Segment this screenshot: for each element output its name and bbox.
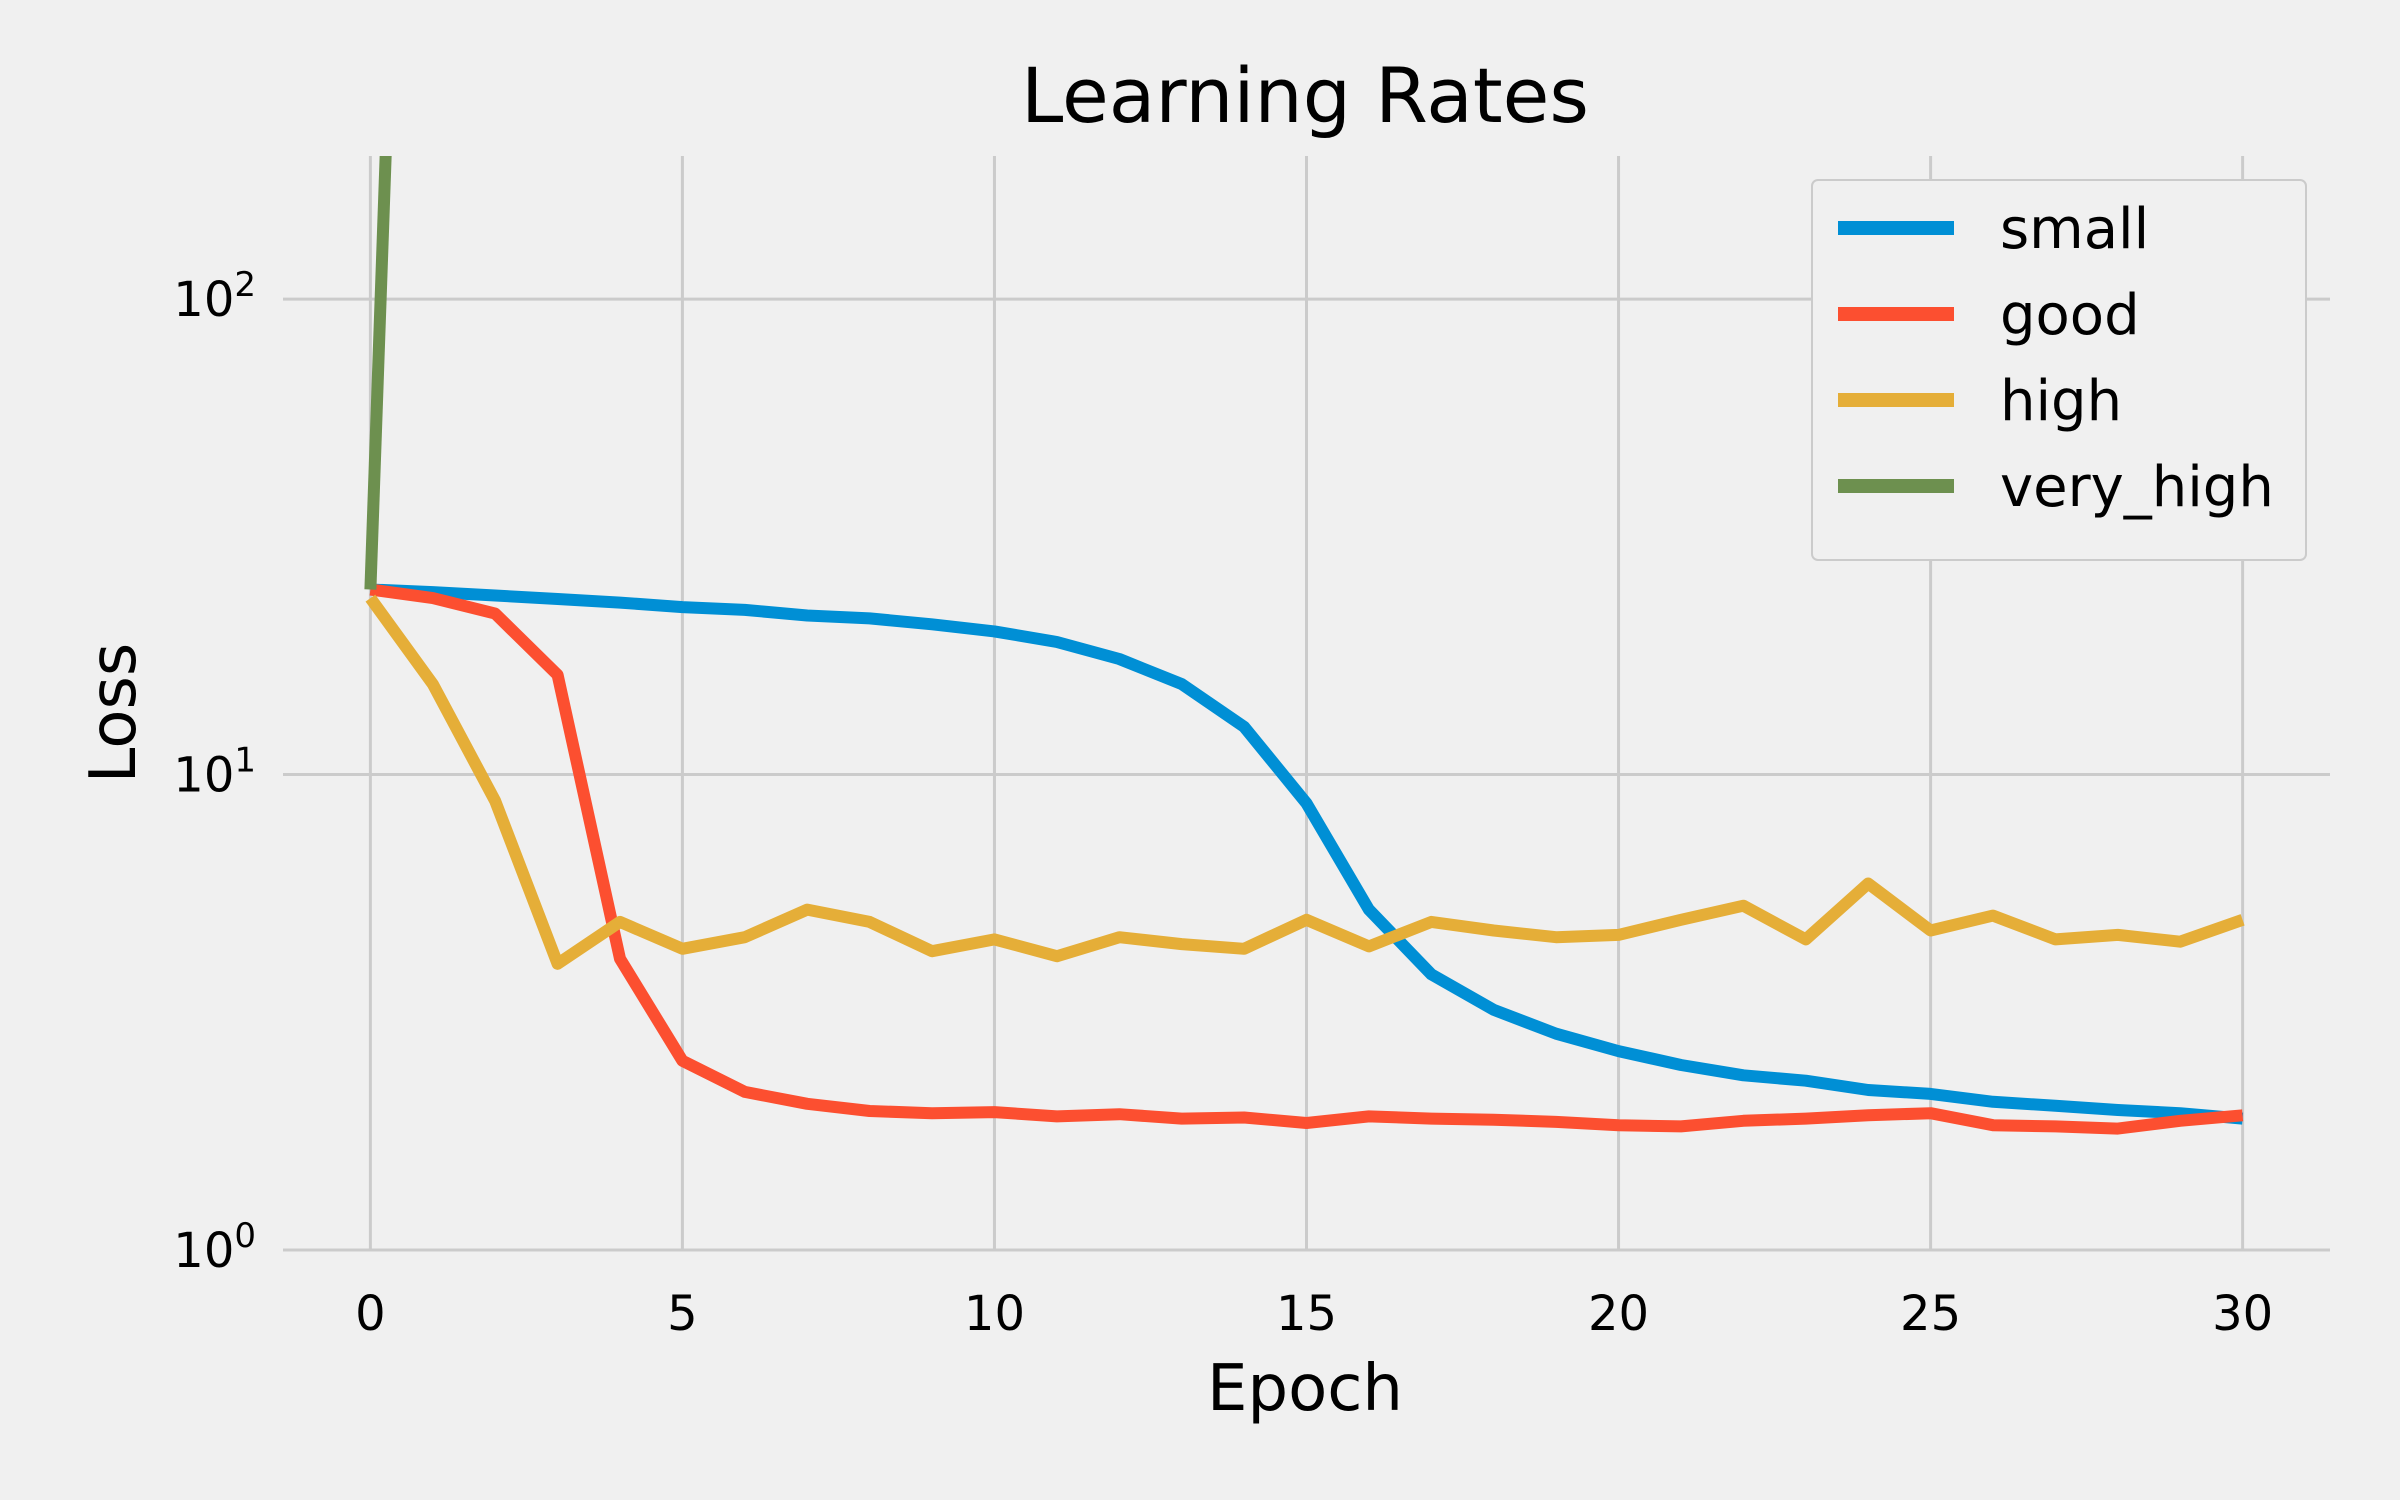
x-tick-label: 10: [964, 1286, 1025, 1342]
legend-frame: [1811, 179, 2307, 561]
tick-labels: 0 5 10 15 20 25 30 100 101 102: [173, 265, 2273, 1342]
x-tick-label: 0: [355, 1286, 386, 1342]
x-tick-label: 25: [1900, 1286, 1961, 1342]
y-tick-label: 101: [173, 741, 256, 804]
legend-label-very-high: very_high: [2000, 455, 2274, 520]
x-tick-label: 5: [667, 1286, 698, 1342]
legend-label-small: small: [2000, 197, 2149, 262]
x-tick-label: 20: [1588, 1286, 1649, 1342]
series-line-good: [369, 583, 2244, 1135]
y-tick-label: 102: [173, 265, 256, 328]
legend-label-good: good: [2000, 283, 2140, 348]
y-tick-label: 100: [173, 1216, 256, 1279]
y-axis-label: Loss: [77, 643, 151, 783]
legend-label-high: high: [2000, 369, 2122, 434]
x-tick-label: 15: [1276, 1286, 1337, 1342]
x-axis-label: Epoch: [1207, 1352, 1403, 1426]
legend: small good high very_high: [1811, 179, 2307, 561]
series-line-very-high: [364, 156, 392, 590]
series-lines: [364, 156, 2245, 1135]
chart-title: Learning Rates: [1021, 51, 1589, 140]
series-line-small: [370, 583, 2244, 1125]
series-line-high: [365, 594, 2245, 970]
x-tick-label: 30: [2212, 1286, 2273, 1342]
